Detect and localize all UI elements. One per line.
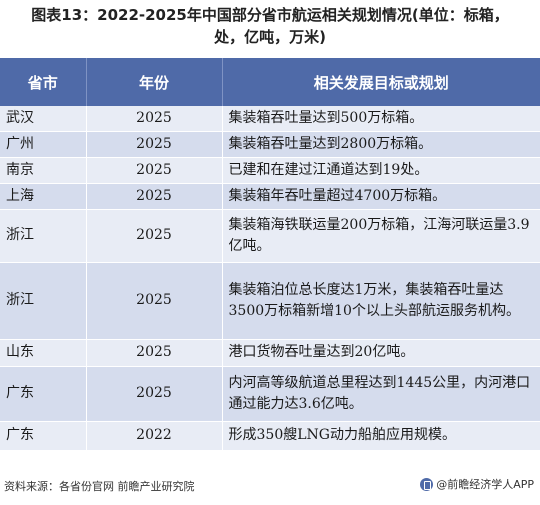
cell-year: 2025	[86, 157, 223, 184]
cell-goal: 集装箱年吞吐量超过4700万标箱。	[222, 183, 540, 210]
cell-province: 广东	[0, 366, 87, 422]
table-row: 山东 2025 港口货物吞吐量达到20亿吨。	[0, 339, 540, 367]
cell-province: 广东	[0, 421, 87, 451]
cell-goal: 集装箱吞吐量达到2800万标箱。	[222, 131, 540, 158]
table-header-row: 省市 年份 相关发展目标或规划	[0, 58, 540, 106]
cell-year: 2025	[86, 183, 223, 210]
cell-year: 2025	[86, 366, 223, 422]
table-row: 浙江 2025 集装箱海铁联运量200万标箱，江海河联运量3.9亿吨。	[0, 209, 540, 263]
cell-goal: 形成350艘LNG动力船舶应用规模。	[222, 421, 540, 451]
title-line-2: 处，亿吨，万米)	[214, 28, 326, 46]
cell-province: 山东	[0, 339, 87, 367]
qianzhan-logo-icon	[420, 477, 434, 491]
table-row: 南京 2025 已建和在建过江通道达到19处。	[0, 157, 540, 184]
cell-goal: 集装箱泊位总长度达1万米，集装箱吞吐量达3500万标箱新增10个以上头部航运服务…	[222, 262, 540, 340]
cell-province: 广州	[0, 131, 87, 158]
brand-credit: @前瞻经济学人APP	[420, 476, 534, 492]
planning-table: 省市 年份 相关发展目标或规划 武汉 2025 集装箱吞吐量达到500万标箱。 …	[0, 58, 540, 451]
cell-year: 2025	[86, 262, 223, 340]
cell-year: 2025	[86, 209, 223, 263]
cell-year: 2022	[86, 421, 223, 451]
source-note: 资料来源：各省份官网 前瞻产业研究院	[4, 480, 195, 493]
table-row: 浙江 2025 集装箱泊位总长度达1万米，集装箱吞吐量达3500万标箱新增10个…	[0, 262, 540, 340]
cell-goal: 集装箱吞吐量达到500万标箱。	[222, 106, 540, 132]
cell-province: 浙江	[0, 209, 87, 263]
table-row: 广东 2025 内河高等级航道总里程达到1445公里，内河港口通过能力达3.6亿…	[0, 366, 540, 422]
header-goal: 相关发展目标或规划	[222, 58, 540, 106]
chart-title: 图表13：2022-2025年中国部分省市航运相关规划情况(单位：标箱， 处，亿…	[0, 4, 540, 48]
cell-goal: 内河高等级航道总里程达到1445公里，内河港口通过能力达3.6亿吨。	[222, 366, 540, 422]
cell-goal: 集装箱海铁联运量200万标箱，江海河联运量3.9亿吨。	[222, 209, 540, 263]
table-row: 广东 2022 形成350艘LNG动力船舶应用规模。	[0, 421, 540, 451]
cell-goal: 已建和在建过江通道达到19处。	[222, 157, 540, 184]
header-year: 年份	[86, 58, 223, 106]
header-province: 省市	[0, 58, 87, 106]
table-row: 上海 2025 集装箱年吞吐量超过4700万标箱。	[0, 183, 540, 210]
cell-year: 2025	[86, 106, 223, 132]
cell-goal: 港口货物吞吐量达到20亿吨。	[222, 339, 540, 367]
cell-province: 武汉	[0, 106, 87, 132]
cell-year: 2025	[86, 131, 223, 158]
cell-province: 浙江	[0, 262, 87, 340]
cell-province: 上海	[0, 183, 87, 210]
brand-text: @前瞻经济学人APP	[436, 478, 534, 491]
table-row: 广州 2025 集装箱吞吐量达到2800万标箱。	[0, 131, 540, 158]
table-row: 武汉 2025 集装箱吞吐量达到500万标箱。	[0, 106, 540, 132]
cell-year: 2025	[86, 339, 223, 367]
cell-province: 南京	[0, 157, 87, 184]
title-line-1: 图表13：2022-2025年中国部分省市航运相关规划情况(单位：标箱，	[31, 6, 509, 24]
